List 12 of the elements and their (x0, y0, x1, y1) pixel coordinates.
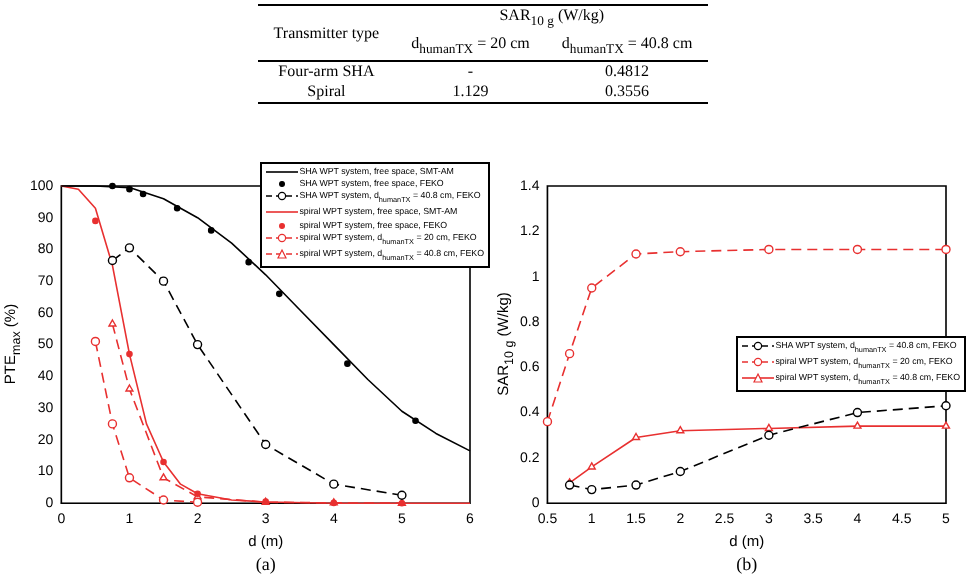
text: 1.129 (452, 82, 489, 101)
text: (b) (736, 554, 758, 574)
text: 0.4812 (605, 62, 650, 81)
text: (a) (255, 554, 276, 574)
category-label: Four-arm SHA (278, 62, 375, 81)
text: 0.3556 (605, 82, 650, 101)
text: - (467, 62, 474, 81)
category-label: d$_{humanTX}$ = 40.8 cm (559, 33, 695, 61)
category-label: d$_{humanTX}$ = 20 cm (409, 33, 532, 61)
text: SAR$_{10 g}$ (W/kg) (497, 5, 607, 34)
category-label: Spiral (307, 82, 346, 101)
category-label: Transmitter type (271, 21, 382, 46)
